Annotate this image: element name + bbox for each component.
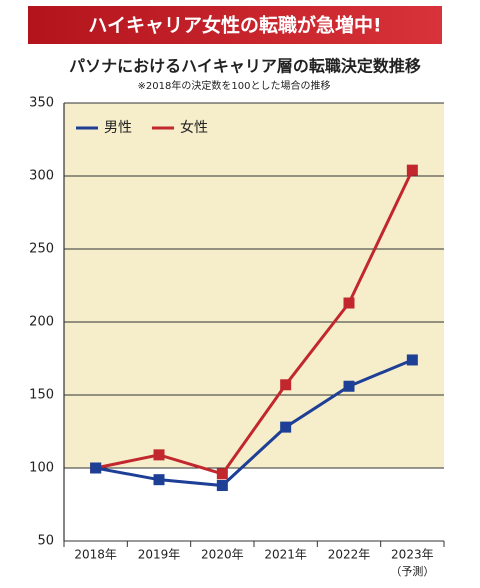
y-tick-label: 250 (29, 242, 54, 257)
series-line (95, 169, 414, 476)
point (90, 462, 102, 474)
y-tick-label: 50 (37, 534, 54, 549)
banner: ハイキャリア女性の転職が急増中! (88, 14, 381, 37)
point (406, 164, 418, 176)
point (153, 474, 165, 486)
y-tick-label: 300 (29, 169, 54, 184)
legend-label: 女性 (180, 119, 208, 136)
plot-band (64, 468, 444, 541)
banner-background (28, 6, 442, 44)
x-tick-label: 2020年 (201, 548, 244, 562)
x-tick-label: 2022年 (328, 548, 371, 562)
y-tick-label: 200 (29, 315, 54, 330)
point (280, 421, 292, 433)
x-tick-label: 2019年 (138, 548, 181, 562)
x-tick-label: 2023年 (391, 548, 434, 562)
point (216, 480, 228, 492)
x-tick-label: 2018年 (74, 548, 117, 562)
x-tick-label: 2021年 (264, 548, 307, 562)
point (280, 379, 292, 391)
chart-subtitle: ※2018年の決定数を100とした場合の推移 (138, 79, 331, 92)
y-tick-label: 350 (29, 96, 54, 111)
point (343, 297, 355, 309)
y-tick-label: 100 (29, 461, 54, 476)
point (216, 468, 228, 480)
point (406, 354, 418, 366)
annotation: （予測） (390, 564, 434, 578)
point (153, 449, 165, 461)
chart-title: パソナにおけるハイキャリア層の転職決定数推移 (69, 57, 421, 76)
series-line (95, 358, 413, 488)
point (343, 380, 355, 392)
y-tick-label: 150 (29, 388, 54, 403)
legend-label: 男性 (104, 120, 132, 136)
